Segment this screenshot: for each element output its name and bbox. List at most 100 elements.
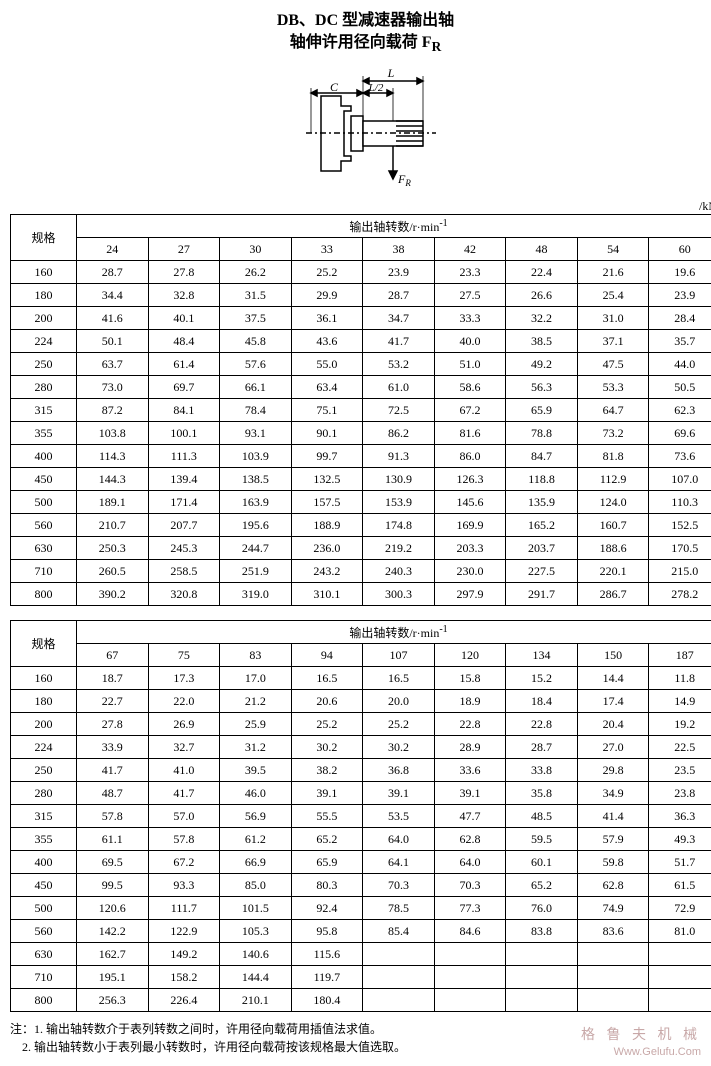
- value-cell: 14.4: [577, 667, 649, 690]
- value-cell: 84.7: [506, 445, 578, 468]
- value-cell: 17.0: [220, 667, 292, 690]
- spec-cell: 450: [11, 468, 77, 491]
- value-cell: 61.2: [220, 828, 292, 851]
- watermark-text: 格 鲁 夫 机 械: [581, 1024, 701, 1044]
- value-cell: 21.6: [577, 261, 649, 284]
- spec-cell: 710: [11, 966, 77, 989]
- value-cell: 72.5: [363, 399, 435, 422]
- value-cell: 37.1: [577, 330, 649, 353]
- value-cell: 240.3: [363, 560, 435, 583]
- value-cell: 180.4: [291, 989, 363, 1012]
- value-cell: 36.1: [291, 307, 363, 330]
- value-cell: 44.0: [649, 353, 711, 376]
- value-cell: 17.4: [577, 690, 649, 713]
- dim-FR: FR: [397, 172, 411, 188]
- t2-col-header: 120: [434, 644, 506, 667]
- value-cell: 27.8: [148, 261, 220, 284]
- value-cell: 83.6: [577, 920, 649, 943]
- t1-col-header: 48: [506, 238, 578, 261]
- value-cell: 64.1: [363, 851, 435, 874]
- value-cell: 22.7: [77, 690, 149, 713]
- table-row: 630250.3245.3244.7236.0219.2203.3203.718…: [11, 537, 711, 560]
- spec-cell: 250: [11, 759, 77, 782]
- value-cell: 210.7: [77, 514, 149, 537]
- value-cell: 62.8: [577, 874, 649, 897]
- spec-cell: 315: [11, 399, 77, 422]
- value-cell: [434, 966, 506, 989]
- value-cell: 219.2: [363, 537, 435, 560]
- value-cell: 118.8: [506, 468, 578, 491]
- value-cell: 236.0: [291, 537, 363, 560]
- value-cell: 226.4: [148, 989, 220, 1012]
- value-cell: [577, 943, 649, 966]
- value-cell: 23.9: [363, 261, 435, 284]
- spec-header-2: 规格: [11, 621, 77, 667]
- value-cell: 145.6: [434, 491, 506, 514]
- value-cell: 14.9: [649, 690, 711, 713]
- value-cell: 34.4: [77, 284, 149, 307]
- value-cell: 32.2: [506, 307, 578, 330]
- title-line1: DB、DC 型减速器输出轴: [277, 12, 454, 29]
- value-cell: 189.1: [77, 491, 149, 514]
- value-cell: 48.5: [506, 805, 578, 828]
- value-cell: 30.2: [291, 736, 363, 759]
- value-cell: 83.8: [506, 920, 578, 943]
- t2-col-header: 83: [220, 644, 292, 667]
- value-cell: 26.6: [506, 284, 578, 307]
- value-cell: 59.8: [577, 851, 649, 874]
- value-cell: 80.3: [291, 874, 363, 897]
- table-row: 500189.1171.4163.9157.5153.9145.6135.912…: [11, 491, 711, 514]
- spec-cell: 280: [11, 376, 77, 399]
- value-cell: 95.8: [291, 920, 363, 943]
- value-cell: 230.0: [434, 560, 506, 583]
- value-cell: 36.8: [363, 759, 435, 782]
- value-cell: 103.8: [77, 422, 149, 445]
- value-cell: 120.6: [77, 897, 149, 920]
- group-header-2: 输出轴转数/r·min-1: [77, 621, 711, 644]
- value-cell: 101.5: [220, 897, 292, 920]
- value-cell: 32.7: [148, 736, 220, 759]
- value-cell: 23.8: [649, 782, 711, 805]
- value-cell: 18.7: [77, 667, 149, 690]
- value-cell: [649, 943, 711, 966]
- value-cell: 19.6: [649, 261, 711, 284]
- value-cell: 286.7: [577, 583, 649, 606]
- data-table-1: 规格 输出轴转数/r·min-1 242730333842485460 1602…: [10, 214, 711, 606]
- spec-cell: 160: [11, 667, 77, 690]
- value-cell: 22.8: [434, 713, 506, 736]
- table-row: 22433.932.731.230.230.228.928.727.022.5: [11, 736, 711, 759]
- value-cell: 53.2: [363, 353, 435, 376]
- value-cell: 78.4: [220, 399, 292, 422]
- shaft-diagram: L L/2 C FR: [266, 61, 466, 191]
- value-cell: 149.2: [148, 943, 220, 966]
- spec-cell: 280: [11, 782, 77, 805]
- value-cell: 11.8: [649, 667, 711, 690]
- value-cell: 41.0: [148, 759, 220, 782]
- value-cell: 57.6: [220, 353, 292, 376]
- value-cell: 258.5: [148, 560, 220, 583]
- table-row: 20027.826.925.925.225.222.822.820.419.2: [11, 713, 711, 736]
- value-cell: 87.2: [77, 399, 149, 422]
- value-cell: 70.3: [363, 874, 435, 897]
- value-cell: 49.2: [506, 353, 578, 376]
- value-cell: 22.0: [148, 690, 220, 713]
- value-cell: 90.1: [291, 422, 363, 445]
- value-cell: 84.6: [434, 920, 506, 943]
- value-cell: 169.9: [434, 514, 506, 537]
- value-cell: 51.0: [434, 353, 506, 376]
- table-row: 18022.722.021.220.620.018.918.417.414.9: [11, 690, 711, 713]
- value-cell: 27.5: [434, 284, 506, 307]
- note-2: 2. 输出轴转数小于表列最小转数时，许用径向载荷按该规格最大值选取。: [22, 1040, 406, 1054]
- value-cell: 152.5: [649, 514, 711, 537]
- value-cell: 126.3: [434, 468, 506, 491]
- value-cell: 35.8: [506, 782, 578, 805]
- value-cell: 15.2: [506, 667, 578, 690]
- value-cell: 300.3: [363, 583, 435, 606]
- spec-cell: 560: [11, 514, 77, 537]
- value-cell: 99.7: [291, 445, 363, 468]
- value-cell: 171.4: [148, 491, 220, 514]
- value-cell: 41.6: [77, 307, 149, 330]
- value-cell: 38.5: [506, 330, 578, 353]
- value-cell: [506, 943, 578, 966]
- table-row: 710260.5258.5251.9243.2240.3230.0227.522…: [11, 560, 711, 583]
